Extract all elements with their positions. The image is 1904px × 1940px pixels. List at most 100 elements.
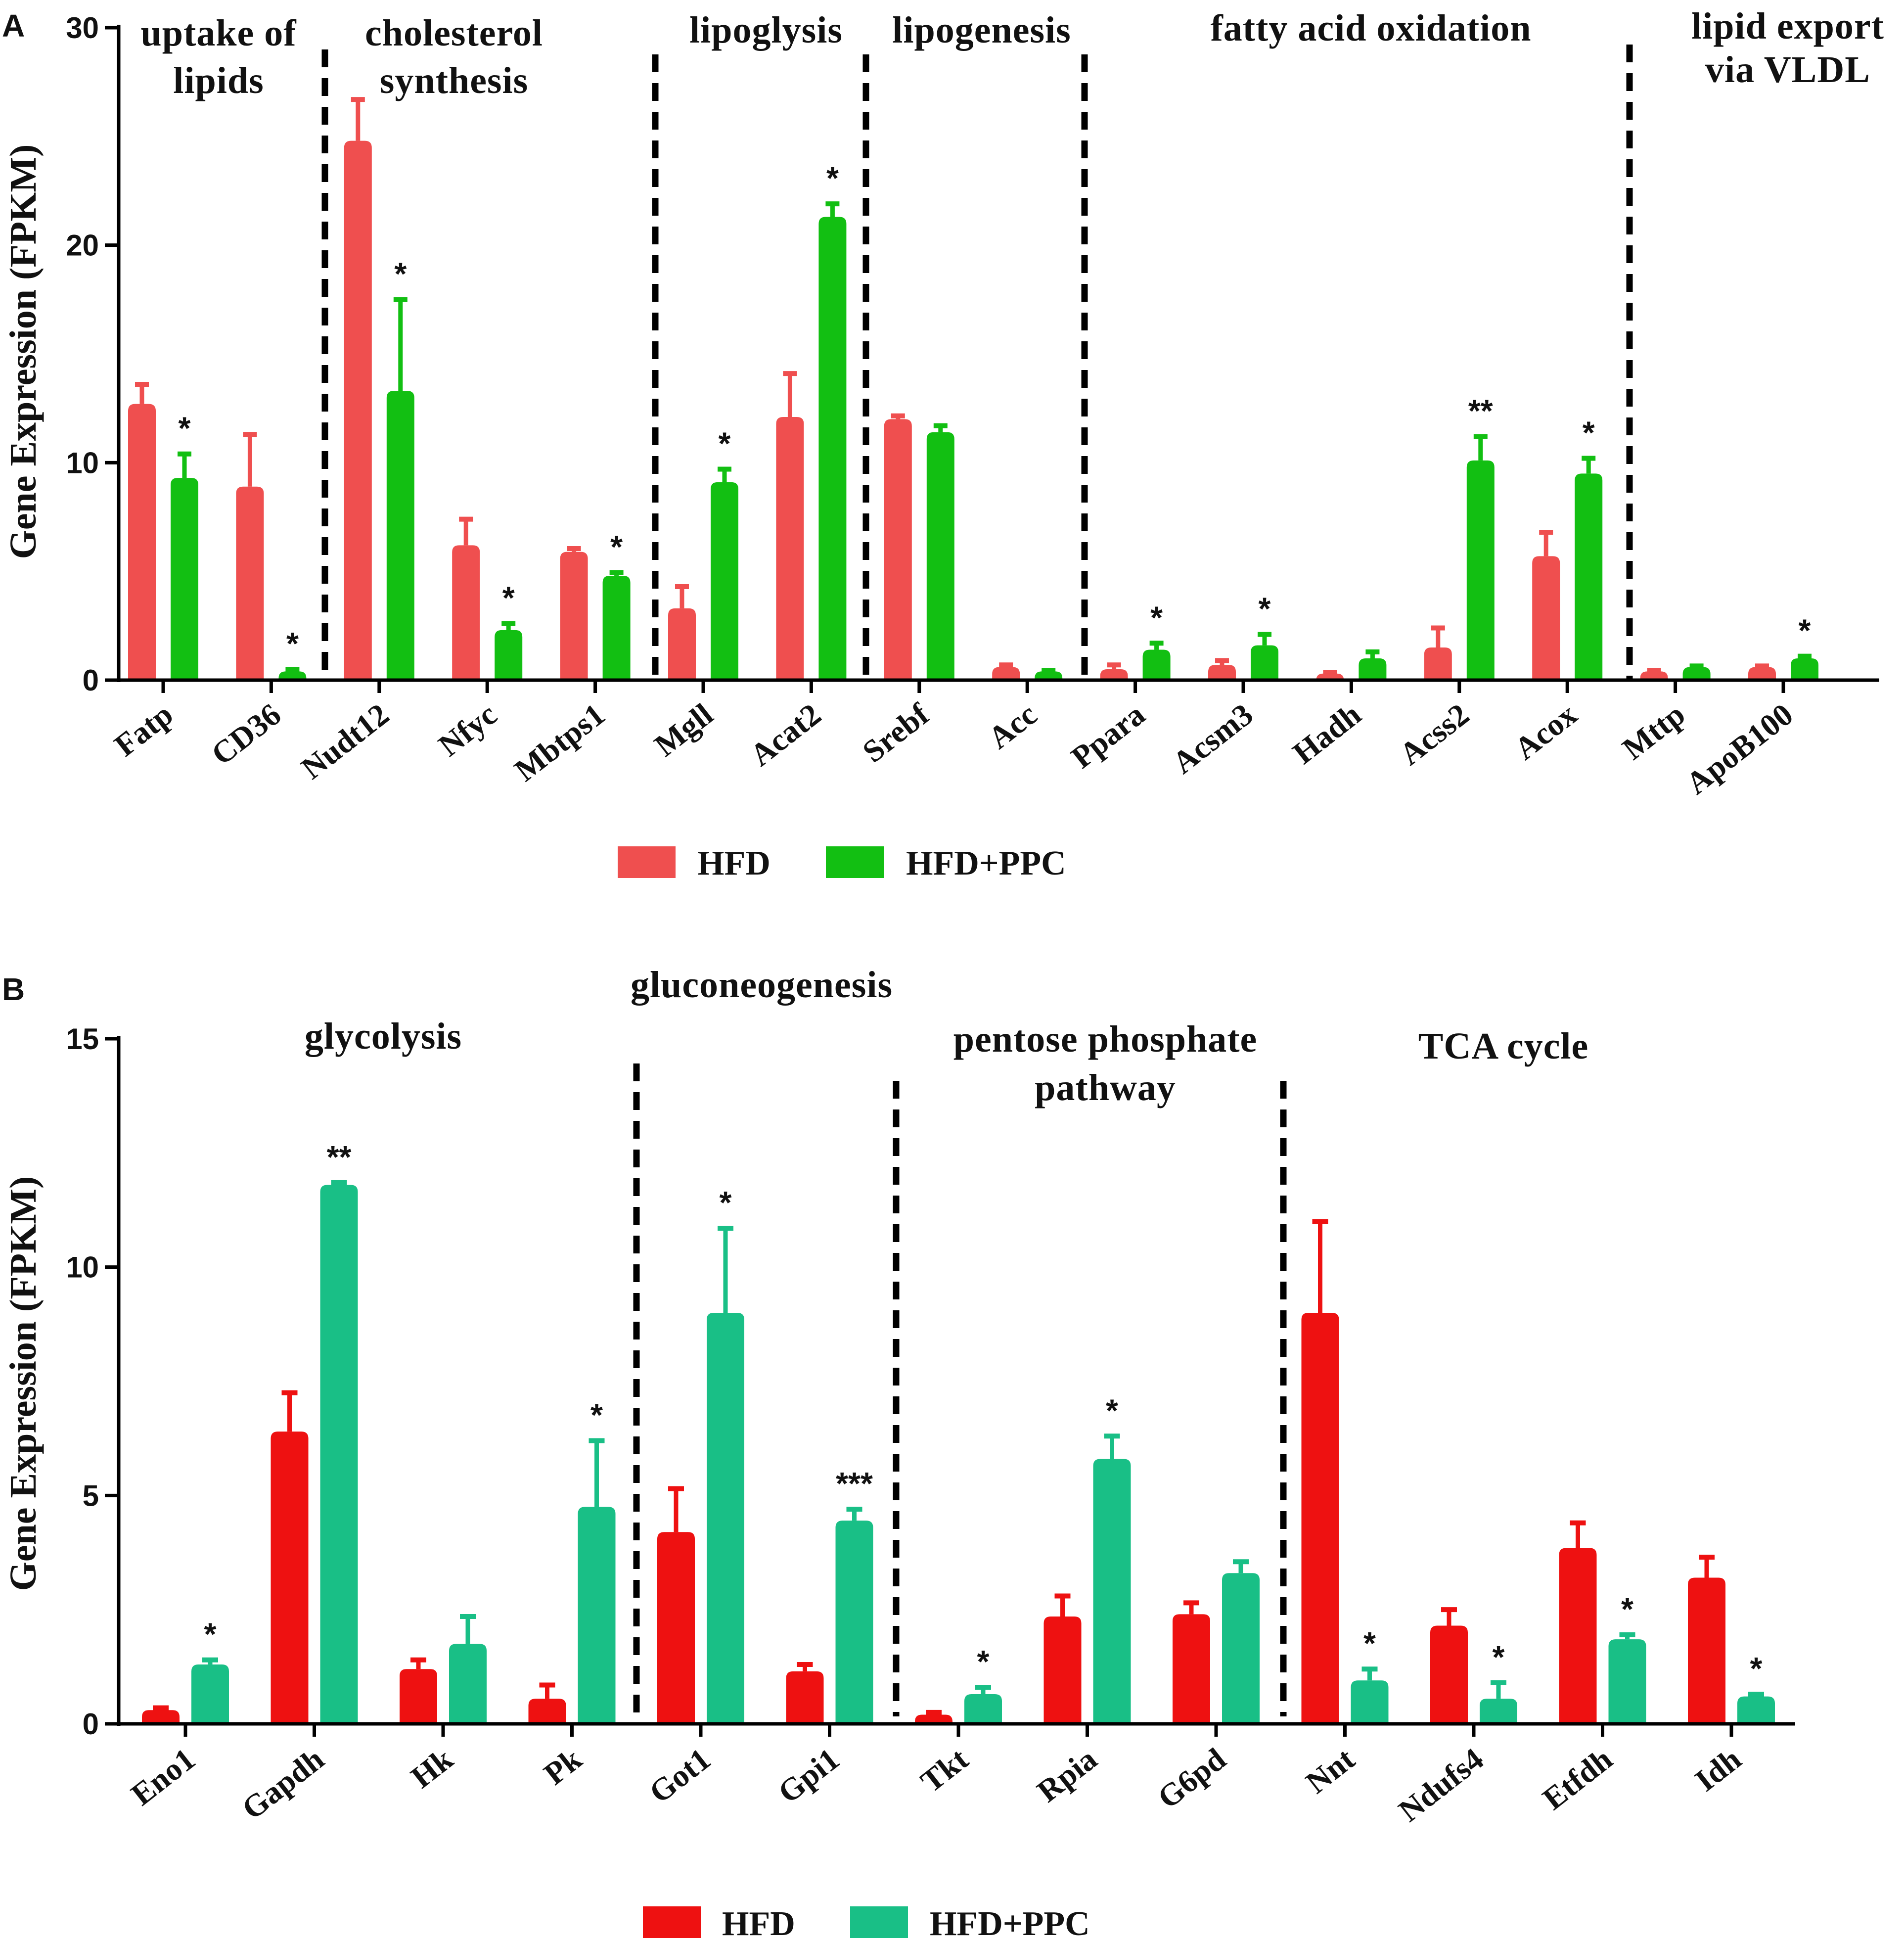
panel-a-category-label: Acox (1508, 696, 1584, 766)
panel-b-bar-hfd (1688, 1577, 1725, 1724)
panel-a-category-label: Acss2 (1393, 696, 1475, 772)
panel-b-legend-label-hfd-ppc: HFD+PPC (930, 1905, 1090, 1940)
panel-b: B Gene Expression (FPKM) glycolysis gluc… (2, 964, 1795, 1940)
panel-a-significance-label: * (1799, 613, 1811, 648)
panel-a-group-label-lipolysis: lipoglysis (689, 9, 843, 51)
panel-a-group-label-cholesterol: cholesterol (365, 12, 543, 54)
panel-b-bar-hfd-ppc (1222, 1573, 1260, 1724)
panel-a-bar-hfd-ppc (171, 478, 198, 680)
panel-a-bar-hfd (236, 486, 264, 680)
panel-b-bar-hfd-ppc (449, 1644, 487, 1724)
panel-a-y-tick-label: 0 (83, 664, 99, 697)
panel-b-bar-hfd-ppc (1737, 1696, 1775, 1724)
panel-b-bar-hfd-ppc (1093, 1459, 1131, 1724)
panel-b-bar-hfd-ppc (191, 1664, 229, 1724)
panel-a-category-label: Srebf (856, 696, 936, 770)
panel-a-category-label: Acat2 (743, 696, 827, 773)
panel-b-category-label: Rpia (1031, 1741, 1103, 1809)
panel-a-bar-hfd-ppc (1035, 671, 1063, 680)
panel-b-bar-hfd-ppc (1608, 1639, 1646, 1724)
panel-a-significance-label: * (1259, 591, 1271, 627)
panel-b-significance-label: * (590, 1397, 603, 1433)
panel-a-group-label-lipogenesis: lipogenesis (892, 9, 1071, 51)
panel-a-bar-hfd-ppc (711, 482, 738, 680)
panel-b-category-label: Nnt (1299, 1741, 1361, 1801)
panel-b-y-tick-label: 10 (66, 1251, 99, 1284)
panel-a-category-label: Nudt12 (295, 696, 395, 786)
panel-a-significance-label: * (502, 580, 515, 616)
panel-b-significance-label: * (1493, 1639, 1505, 1675)
panel-a-bar-hfd-ppc (1466, 460, 1495, 680)
panel-b-bar-hfd-ppc (1480, 1699, 1517, 1724)
panel-a-bars: ******** ***** (128, 97, 1818, 681)
panel-b-significance-label: * (1106, 1392, 1118, 1428)
panel-a-bar-hfd-ppc (926, 432, 954, 680)
panel-a-category-label: Acsm3 (1166, 696, 1259, 781)
panel-a-bar-hfd (560, 552, 588, 680)
panel-b-category-label: Hk (405, 1741, 459, 1795)
panel-a-bar-hfd-ppc (278, 671, 307, 680)
panel-a-group-label-lipid-export: lipid export (1691, 5, 1884, 47)
panel-b-category-label: Gapdh (235, 1741, 330, 1826)
panel-a-significance-label: ** (1468, 393, 1493, 429)
panel-a-significance-label: * (1583, 415, 1595, 451)
panel-a-bar-hfd (1424, 647, 1452, 680)
panel-b-group-label-pentose-phosphate: pentose phosphate (953, 1018, 1258, 1060)
panel-b-bars: *********** *** (142, 1139, 1775, 1724)
panel-a-bar-hfd-ppc (1575, 473, 1603, 680)
panel-a-category-label: CD36 (205, 696, 287, 772)
panel-a-letter: A (2, 8, 25, 44)
panel-b-category-label: Tkt (914, 1741, 975, 1800)
panel-b-bar-hfd (657, 1532, 695, 1724)
panel-a-bar-hfd (776, 417, 804, 680)
panel-b-bar-hfd (1173, 1614, 1210, 1724)
panel-a-legend-label-hfd: HFD (697, 844, 771, 882)
panel-a-bar-hfd (1100, 669, 1128, 680)
panel-a-significance-label: * (394, 256, 407, 292)
panel-a-group-label-cholesterol: synthesis (380, 60, 528, 101)
panel-b-y-tick-label: 5 (83, 1479, 99, 1512)
panel-b-y-tick-label: 0 (83, 1708, 99, 1741)
panel-a-group-label-uptake: uptake of (140, 12, 297, 54)
panel-a-y-tick-label: 30 (66, 11, 99, 45)
panel-a: A Gene Expression (FPKM) uptake of lipid… (2, 5, 1884, 882)
panel-b-y-tick-label: 15 (66, 1022, 99, 1056)
panel-b-significance-label: * (720, 1185, 732, 1220)
panel-a-group-label-fatty-acid-oxidation: fatty acid oxidation (1210, 7, 1531, 49)
panel-b-significance-label: * (1621, 1591, 1633, 1627)
panel-a-significance-label: * (826, 160, 839, 196)
panel-a-y-axis-title: Gene Expression (FPKM) (2, 144, 44, 559)
panel-b-significance-label: ** (327, 1139, 352, 1175)
panel-a-legend-swatch-hfd-ppc (826, 846, 884, 878)
panel-b-category-label: Got1 (642, 1741, 717, 1810)
panel-a-bar-hfd-ppc (1791, 658, 1818, 680)
panel-a-bar-hfd (128, 404, 156, 680)
panel-a-legend-label-hfd-ppc: HFD+PPC (906, 844, 1066, 882)
panel-a-bar-hfd (1748, 667, 1776, 680)
panel-b-bar-hfd (1430, 1625, 1468, 1724)
panel-a-bar-hfd (344, 140, 372, 680)
panel-b-category-label: Pk (538, 1741, 589, 1792)
panel-b-bar-hfd-ppc (835, 1521, 873, 1724)
panel-b-bar-hfd (1301, 1313, 1339, 1724)
panel-a-category-label: Acc (982, 696, 1043, 755)
panel-b-category-label: Idh (1688, 1741, 1747, 1798)
panel-b-legend-label-hfd: HFD (722, 1905, 795, 1940)
panel-b-category-label: G6pd (1151, 1741, 1232, 1815)
panel-a-bar-hfd-ppc (1251, 645, 1278, 680)
panel-a-category-label: Mgll (648, 696, 720, 763)
panel-a-bar-hfd-ppc (602, 575, 631, 680)
panel-a-bar-hfd (668, 608, 696, 680)
panel-b-category-label: Etfdh (1536, 1741, 1619, 1816)
panel-a-significance-label: * (1150, 600, 1163, 635)
panel-b-significance-label: * (204, 1617, 217, 1652)
panel-a-group-labels: uptake of lipids cholesterol synthesis l… (140, 5, 1884, 101)
panel-a-bar-hfd (1208, 665, 1236, 680)
panel-a-bar-hfd-ppc (818, 217, 847, 680)
panel-b-group-label-tca-cycle: TCA cycle (1418, 1025, 1589, 1067)
panel-a-category-label: Mbtps1 (508, 696, 611, 788)
panel-a-category-label: Nfyc (432, 696, 503, 763)
panel-b-y-axis-title: Gene Expression (FPKM) (2, 1176, 44, 1591)
panel-a-bar-hfd (452, 545, 480, 680)
